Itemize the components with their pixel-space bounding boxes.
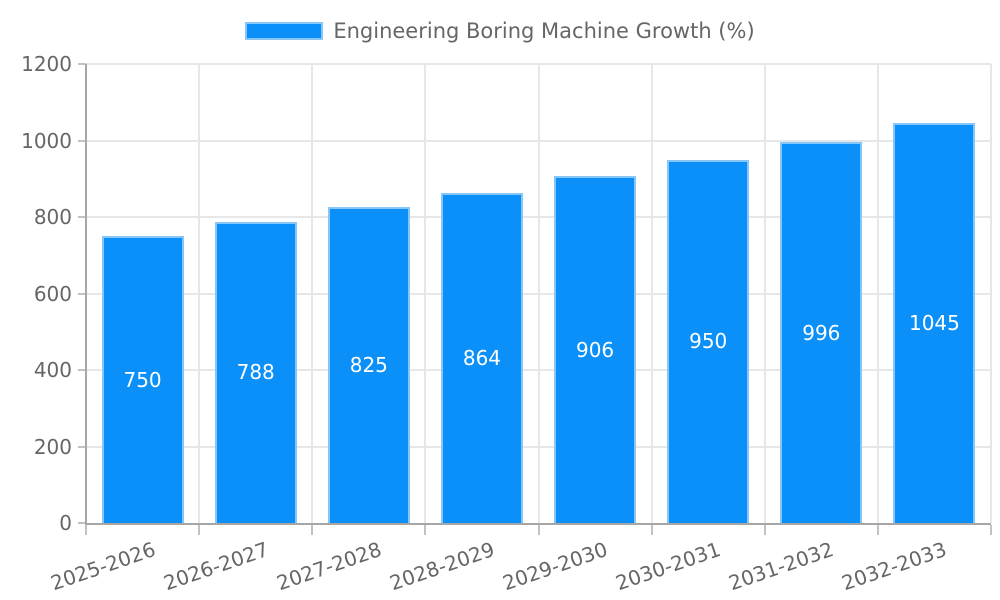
- x-gridline: [198, 64, 201, 523]
- x-tick-label: 2030-2031: [612, 537, 724, 596]
- y-tick: [78, 63, 86, 65]
- bar[interactable]: [780, 142, 863, 523]
- y-tick: [78, 139, 86, 142]
- x-tick-label: 2029-2030: [499, 537, 611, 596]
- legend-label: Engineering Boring Machine Growth (%): [333, 19, 755, 43]
- x-tick-label: 2028-2029: [386, 537, 498, 596]
- x-tick-label: 2025-2026: [47, 537, 159, 596]
- x-tick-label: 2026-2027: [160, 537, 272, 596]
- x-gridline: [424, 64, 427, 523]
- x-gridline: [311, 64, 314, 523]
- y-tick: [78, 369, 86, 371]
- x-gridline: [537, 64, 540, 523]
- x-tick: [990, 525, 992, 535]
- bar[interactable]: [101, 236, 184, 523]
- bar[interactable]: [214, 221, 297, 523]
- bar[interactable]: [554, 176, 637, 523]
- x-tick-label: 2027-2028: [273, 537, 385, 596]
- y-tick-label: 0: [59, 511, 72, 535]
- x-tick-label: 2032-2033: [839, 537, 950, 596]
- bar[interactable]: [440, 192, 523, 523]
- x-gridline: [990, 64, 992, 523]
- y-axis-line: [85, 64, 87, 525]
- legend-swatch: [245, 22, 324, 40]
- x-tick: [537, 525, 540, 535]
- y-tick-label: 200: [33, 434, 72, 459]
- x-tick-label: 2031-2032: [725, 537, 837, 596]
- y-tick-label: 600: [33, 281, 72, 306]
- bar[interactable]: [327, 207, 410, 523]
- x-gridline: [876, 64, 879, 523]
- x-gridline: [763, 64, 766, 523]
- y-tick: [78, 445, 86, 448]
- bar[interactable]: [893, 123, 976, 523]
- x-axis-line: [86, 523, 991, 525]
- x-tick: [876, 525, 879, 535]
- x-gridline: [650, 64, 653, 523]
- x-tick: [311, 525, 314, 535]
- x-tick: [650, 525, 653, 535]
- y-tick-label: 400: [33, 358, 72, 382]
- y-tick-label: 1200: [21, 52, 72, 76]
- legend-item[interactable]: Engineering Boring Machine Growth (%): [0, 18, 1000, 44]
- y-tick-label: 1000: [21, 128, 72, 153]
- x-tick: [424, 525, 427, 535]
- y-tick: [78, 216, 86, 218]
- y-tick: [78, 292, 86, 295]
- y-tick-label: 800: [33, 205, 72, 229]
- x-tick: [763, 525, 766, 535]
- x-tick: [85, 525, 87, 535]
- bar[interactable]: [667, 159, 750, 523]
- x-tick: [198, 525, 201, 535]
- y-tick: [78, 522, 86, 524]
